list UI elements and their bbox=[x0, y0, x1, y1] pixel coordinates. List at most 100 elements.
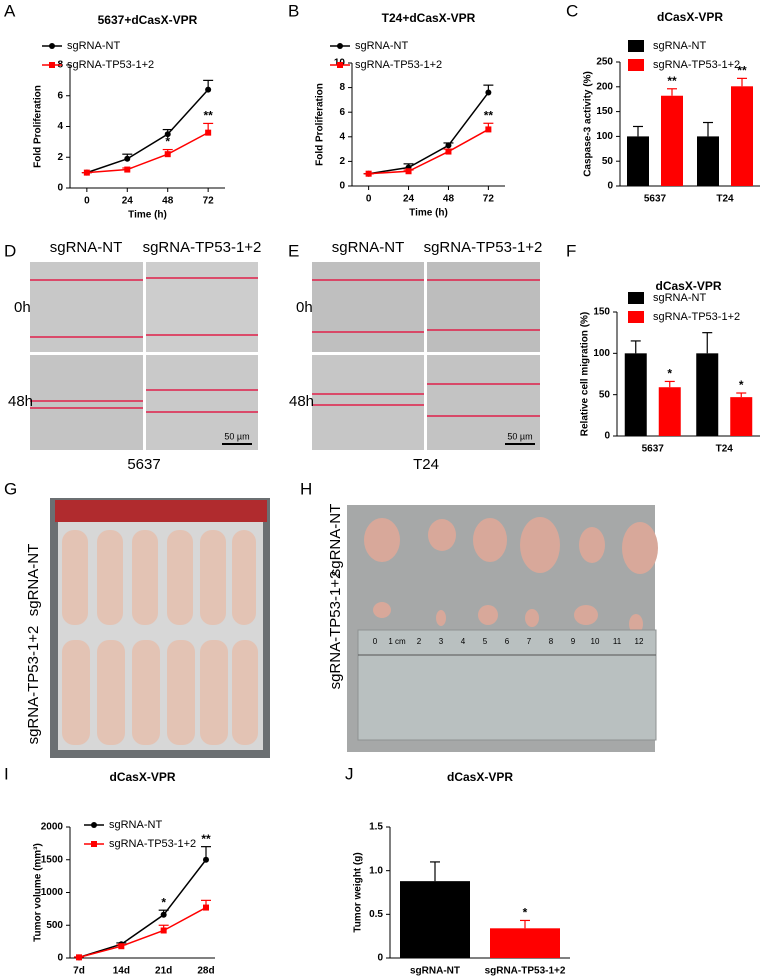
panel-letter: F bbox=[566, 241, 576, 260]
y-tick-label: 6 bbox=[57, 90, 63, 101]
annotation: * bbox=[161, 895, 166, 909]
row-label: sgRNA-TP53-1+2 bbox=[25, 626, 42, 745]
legend-marker bbox=[49, 43, 55, 49]
panel-letter: A bbox=[4, 1, 16, 20]
chart-title: 5637+dCasX-VPR bbox=[98, 13, 198, 27]
point bbox=[124, 155, 131, 162]
y-tick-label: 0.5 bbox=[369, 909, 383, 920]
annotation: * bbox=[739, 378, 744, 392]
point bbox=[118, 943, 125, 950]
y-tick-label: 4 bbox=[57, 121, 63, 132]
bar bbox=[658, 387, 681, 436]
row-label: sgRNA-NT bbox=[327, 504, 344, 577]
series-line bbox=[86, 89, 209, 174]
x-axis-label: Time (h) bbox=[409, 208, 448, 219]
y-tick-label: 1.0 bbox=[369, 865, 383, 876]
y-tick-label: 200 bbox=[596, 81, 613, 92]
x-tick-label: 48 bbox=[443, 194, 455, 205]
point bbox=[124, 166, 131, 173]
legend-label: sgRNA-NT bbox=[653, 40, 706, 52]
y-axis-label: Fold Proliferation bbox=[315, 83, 326, 166]
legend-label: sgRNA-TP53-1+2 bbox=[653, 311, 740, 323]
ruler-label: 10 bbox=[591, 637, 600, 646]
point bbox=[485, 126, 492, 133]
y-tick-label: 100 bbox=[593, 348, 610, 359]
chart-title: T24+dCasX-VPR bbox=[382, 11, 476, 25]
legend-swatch bbox=[628, 311, 644, 323]
legend-marker bbox=[337, 43, 343, 49]
bar bbox=[624, 353, 647, 436]
column-label: sgRNA-TP53-1+2 bbox=[143, 239, 262, 256]
point bbox=[205, 86, 212, 93]
x-tick-label: 5637 bbox=[644, 194, 667, 205]
tumor-photo bbox=[347, 505, 658, 752]
bar bbox=[627, 136, 649, 186]
annotation: ** bbox=[667, 74, 677, 88]
point bbox=[485, 89, 492, 96]
y-tick-label: 0 bbox=[607, 181, 613, 192]
panel-letter: G bbox=[4, 479, 17, 498]
point bbox=[164, 151, 171, 158]
x-axis-label: Time (h) bbox=[128, 210, 167, 221]
legend-label: sgRNA-TP53-1+2 bbox=[355, 59, 442, 71]
series-line bbox=[368, 92, 489, 175]
x-tick-label: 72 bbox=[483, 194, 495, 205]
column-label: sgRNA-NT bbox=[50, 239, 123, 256]
micrograph-panel-e bbox=[312, 262, 540, 450]
y-tick-label: 2 bbox=[57, 152, 63, 163]
annotation: ** bbox=[737, 64, 747, 78]
row-label: 0h bbox=[296, 299, 313, 316]
point bbox=[203, 856, 209, 863]
annotation: ** bbox=[484, 108, 494, 122]
legend-marker bbox=[91, 822, 97, 828]
chart-title: dCasX-VPR bbox=[655, 279, 721, 293]
bar bbox=[696, 353, 719, 436]
ruler-label: 12 bbox=[635, 637, 644, 646]
point bbox=[160, 927, 167, 934]
x-tick-label: 14d bbox=[113, 966, 130, 977]
row-label: 0h bbox=[14, 299, 31, 316]
x-tick-label: T24 bbox=[716, 194, 734, 205]
x-tick-label: 5637 bbox=[642, 444, 665, 455]
column-label: sgRNA-TP53-1+2 bbox=[424, 239, 543, 256]
x-tick-label: 7d bbox=[73, 966, 85, 977]
legend-swatch bbox=[628, 40, 644, 52]
scale-bar-label: 50 µm bbox=[507, 431, 532, 441]
point bbox=[83, 169, 90, 176]
legend-label: sgRNA-NT bbox=[653, 292, 706, 304]
x-tick-label: T24 bbox=[716, 444, 734, 455]
legend-label: sgRNA-NT bbox=[355, 40, 408, 52]
chart-title: dCasX-VPR bbox=[447, 770, 513, 784]
legend-label: sgRNA-TP53-1+2 bbox=[653, 59, 740, 71]
y-tick-label: 250 bbox=[596, 57, 613, 68]
x-tick-label: 24 bbox=[122, 196, 134, 207]
row-label: 48h bbox=[289, 393, 314, 410]
y-axis-label: Relative cell migration (%) bbox=[580, 312, 591, 436]
bar bbox=[730, 397, 753, 436]
y-tick-label: 0 bbox=[339, 181, 345, 192]
chart-title: dCasX-VPR bbox=[109, 770, 175, 784]
legend-swatch bbox=[628, 59, 644, 71]
y-tick-label: 1500 bbox=[41, 854, 64, 865]
ruler-label: 0 bbox=[373, 637, 378, 646]
y-tick-label: 0 bbox=[57, 953, 63, 964]
y-tick-label: 0 bbox=[57, 183, 63, 194]
x-tick-label: 21d bbox=[155, 966, 172, 977]
y-tick-label: 50 bbox=[602, 156, 614, 167]
column-label: sgRNA-NT bbox=[332, 239, 405, 256]
point bbox=[445, 142, 452, 149]
ruler-label: 7 bbox=[527, 637, 532, 646]
point bbox=[76, 954, 82, 961]
bar bbox=[400, 881, 470, 958]
y-tick-label: 2 bbox=[339, 156, 345, 167]
point bbox=[445, 148, 452, 155]
y-tick-label: 150 bbox=[593, 307, 610, 318]
series-line bbox=[368, 128, 489, 175]
series-line bbox=[78, 859, 207, 959]
mice-photo bbox=[50, 498, 270, 758]
series-line bbox=[78, 906, 207, 959]
panel-letter: H bbox=[300, 479, 312, 498]
y-axis-label: Tumor volume (mm³) bbox=[33, 843, 44, 942]
bar bbox=[490, 928, 560, 958]
